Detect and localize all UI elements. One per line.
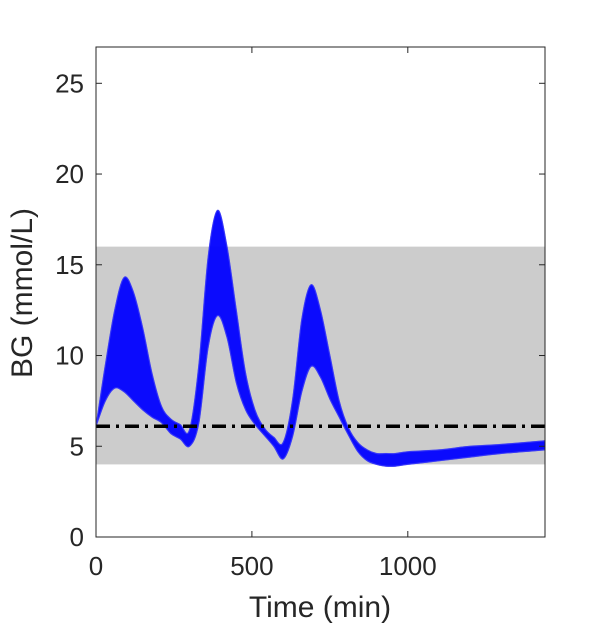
plot-area (95, 209, 546, 468)
plot-frame (95, 46, 546, 538)
x-axis-label: Time (min) (249, 591, 391, 624)
y-tick-label: 0 (70, 522, 84, 552)
x-tick-label: 500 (230, 551, 273, 581)
y-axis-label: BG (mmol/L) (6, 208, 39, 378)
axes: 0 5 10 15 20 25 0 500 1000 (55, 46, 546, 581)
bg-lower-trace (95, 314, 546, 468)
y-tick-label: 5 (70, 431, 84, 461)
bg-upper-trace (95, 209, 546, 455)
x-tick-label: 0 (89, 551, 103, 581)
y-tick-label: 25 (55, 68, 84, 98)
y-tick-label: 15 (55, 250, 84, 280)
y-tick-label: 10 (55, 341, 84, 371)
x-tick-label: 1000 (379, 551, 437, 581)
y-tick-label: 20 (55, 159, 84, 189)
